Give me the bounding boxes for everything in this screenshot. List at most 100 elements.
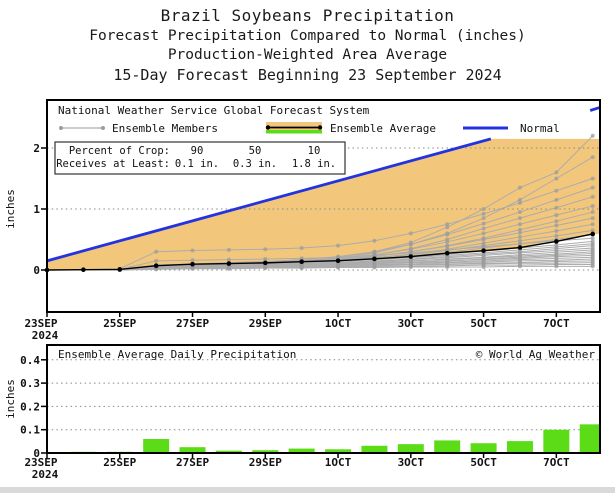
legend-average-label: Ensemble Average	[330, 122, 436, 135]
ensemble-member-dot	[226, 266, 231, 271]
legend-average-dot	[265, 125, 271, 130]
legend-average-band-tan	[266, 122, 322, 130]
x-tick-label: 3OCT	[398, 317, 425, 330]
ensemble-member-dot	[263, 247, 268, 252]
ensemble-member-dot	[481, 207, 486, 211]
ensemble-member-dot	[190, 266, 195, 271]
ensemble-member-dot	[517, 222, 522, 227]
ensemble-member-dot	[554, 213, 559, 218]
ensemble-member-line	[47, 265, 593, 271]
ensemble-member-dot	[517, 238, 522, 243]
ensemble-member-dot	[336, 255, 341, 260]
info-box-row-label: Percent of Crop:	[69, 145, 170, 157]
daily-bar	[397, 444, 424, 453]
info-box-border	[54, 141, 346, 175]
y-tick-label: 2	[33, 142, 40, 155]
x-tick-label: 1OCT	[325, 317, 352, 330]
ensemble-member-dot	[372, 265, 377, 270]
y-tick-label: 0.3	[20, 377, 40, 390]
ensemble-member-dot	[445, 244, 450, 249]
daily-bar	[361, 445, 388, 453]
ensemble-member-dot	[517, 230, 522, 235]
ensemble-member-dot	[481, 211, 486, 216]
info-box-row-label: Receives at Least:	[56, 158, 170, 170]
y-tick-label: 0.1	[20, 424, 40, 437]
daily-bar	[215, 450, 242, 453]
ensemble-member-dot	[445, 225, 450, 230]
ensemble-member-dot	[517, 227, 522, 232]
x-year-label: 2024	[32, 468, 59, 481]
ensemble-member-dot	[154, 267, 159, 272]
ensemble-member-dot	[226, 257, 231, 262]
ensemble-member-dot	[299, 246, 304, 251]
x-tick-label: 25SEP	[103, 317, 136, 330]
legend-average-dot	[317, 125, 323, 130]
daily-bar-chart: 23SEP 25SEP 27SEP 29SEP 1OCT 3OCT 5OCT 7OCT 2024…	[4, 344, 601, 481]
ensemble-member-dot	[554, 223, 559, 228]
ensemble-member-dot	[481, 264, 486, 269]
y-tick-label: 0	[33, 264, 40, 277]
ensemble-member-dot	[445, 247, 450, 252]
ensemble-member-dot	[517, 210, 522, 215]
info-box-value: 1.8 in.	[292, 158, 336, 170]
ensemble-member-dot	[408, 231, 413, 236]
ensemble-average-dot	[81, 267, 86, 272]
ensemble-member-dot	[190, 258, 195, 263]
ensemble-member-dot	[445, 239, 450, 244]
ensemble-member-dot	[226, 247, 231, 252]
ensemble-member-dot	[590, 222, 595, 227]
page-subtitle: Forecast Precipitation Compared to Norma…	[89, 28, 526, 44]
ensemble-member-dot	[336, 265, 341, 270]
ensemble-member-dot	[517, 235, 522, 240]
ensemble-member-dot	[263, 266, 268, 271]
legend-members-dot	[59, 126, 63, 130]
ensemble-member-dot	[554, 219, 559, 224]
x-year-label: 2024	[32, 329, 59, 342]
ensemble-member-dot	[445, 264, 450, 269]
ensemble-member-dot	[481, 237, 486, 242]
legend-normal-label: Normal	[520, 122, 560, 135]
legend-average-band-green	[266, 130, 322, 134]
ensemble-member-dot	[408, 264, 413, 269]
daily-bar	[179, 447, 206, 453]
x-tick-label: 3OCT	[398, 456, 425, 469]
ensemble-member-dot	[517, 241, 522, 246]
x-tick-label: 29SEP	[249, 456, 282, 469]
ensemble-member-dot	[299, 266, 304, 271]
ensemble-member-dot	[372, 249, 377, 254]
ensemble-member-dot	[481, 231, 486, 236]
bar-y-axis-title: inches	[4, 379, 17, 419]
x-tick-label: 7OCT	[543, 456, 570, 469]
ensemble-average-dot	[190, 261, 195, 267]
normal-line-edge	[589, 106, 601, 112]
daily-bar	[434, 440, 461, 453]
ensemble-member-line	[47, 237, 593, 271]
ensemble-member-dot	[481, 216, 486, 221]
daily-bar	[506, 441, 533, 453]
ensemble-average-dot	[262, 260, 268, 266]
ensemble-member-dot	[554, 205, 559, 210]
ensemble-average-dot	[335, 258, 341, 264]
daily-bar	[579, 424, 600, 453]
ensemble-member-dot	[190, 248, 195, 253]
main-y-axis-title: inches	[4, 189, 17, 229]
ensemble-member-dot	[554, 170, 559, 175]
ensemble-member-dot	[263, 257, 268, 262]
ensemble-member-dot	[590, 216, 595, 221]
info-box-value: 90	[191, 145, 204, 157]
ensemble-member-dot	[154, 258, 159, 263]
ensemble-member-line	[47, 178, 593, 271]
daily-bar	[543, 429, 570, 453]
info-box-value: 0.3 in.	[233, 158, 277, 170]
daily-bar	[325, 449, 352, 453]
bottom-strip	[0, 487, 615, 493]
x-tick-label: 27SEP	[176, 456, 209, 469]
ensemble-member-dot	[517, 200, 522, 205]
daily-bar	[252, 450, 279, 453]
bar-chart-title: Ensemble Average Daily Precipitation	[58, 348, 296, 361]
x-tick-label: 25SEP	[103, 456, 136, 469]
ensemble-member-dot	[590, 185, 595, 190]
chart-header: Brazil Soybeans Precipitation Forecast P…	[0, 6, 615, 84]
ensemble-average-dot	[590, 231, 596, 237]
